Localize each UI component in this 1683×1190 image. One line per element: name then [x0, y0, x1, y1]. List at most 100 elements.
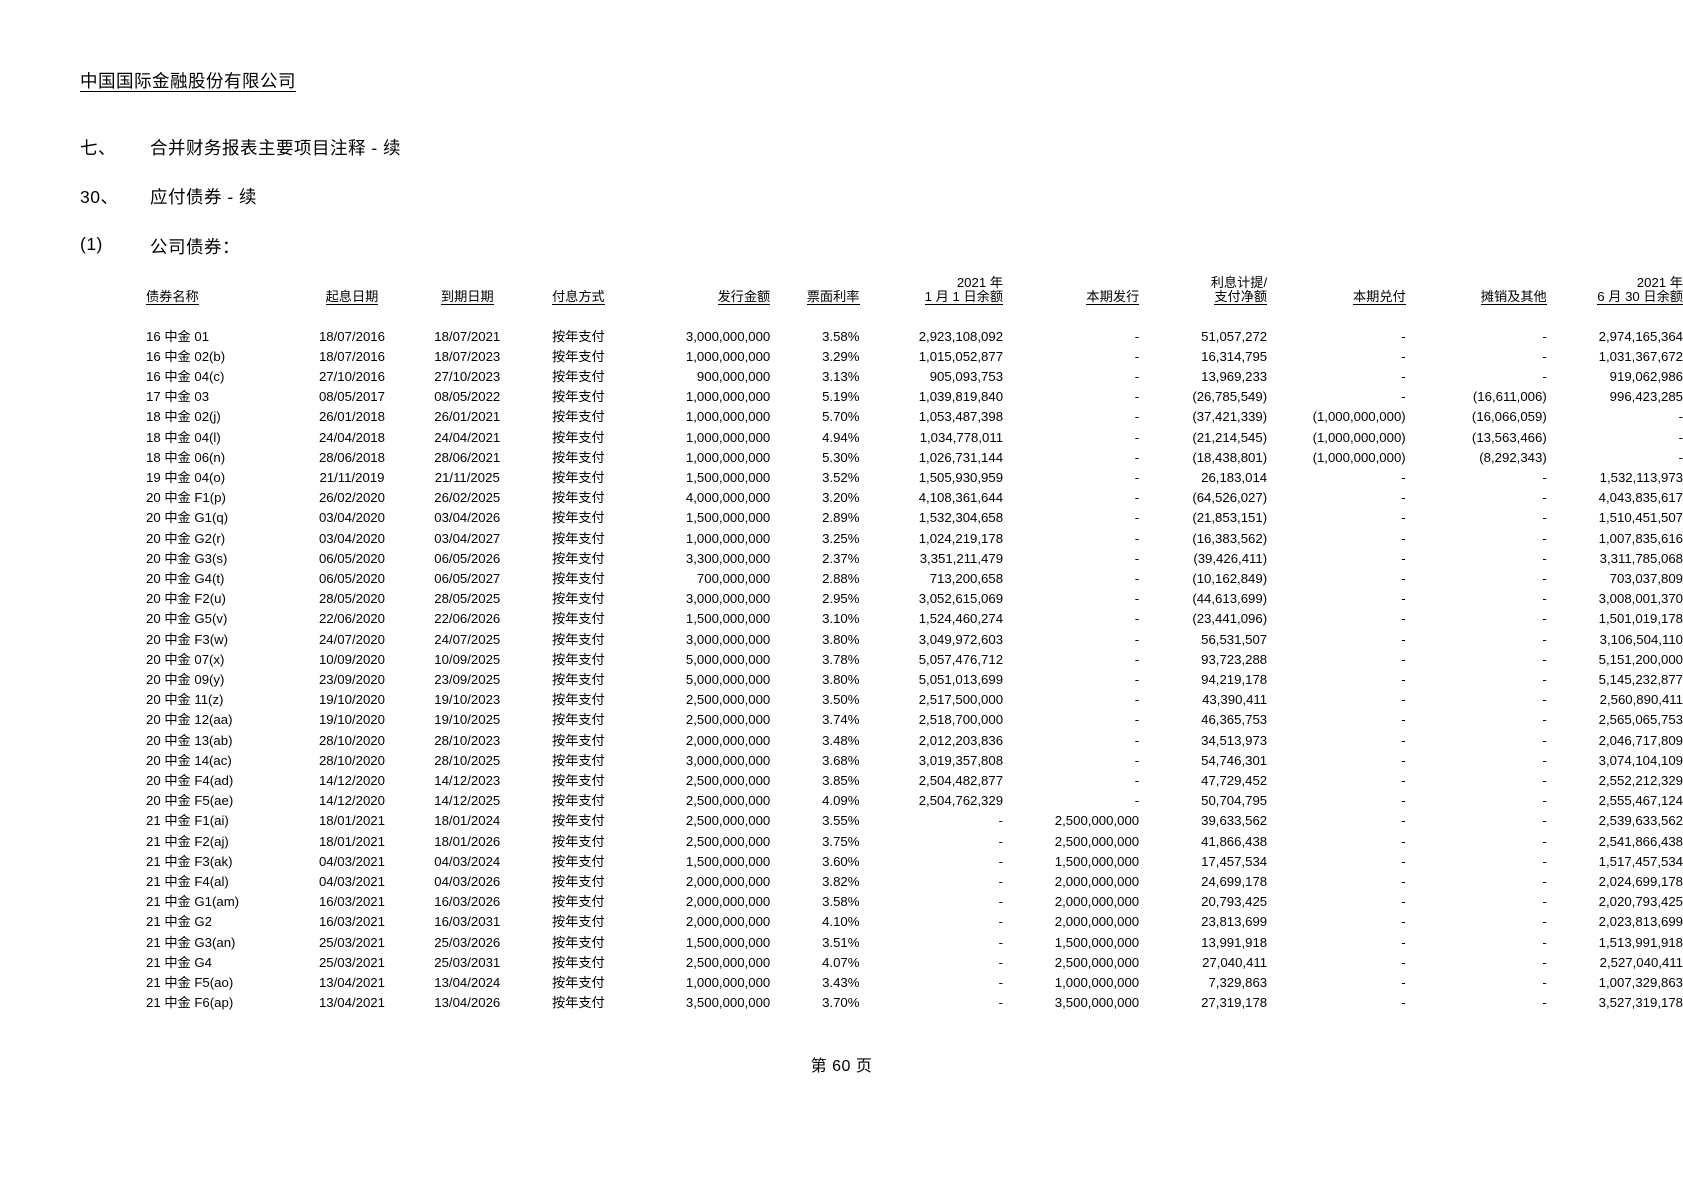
cell-maturity-date: 19/10/2025: [434, 712, 501, 728]
cell-maturity-date: 03/04/2026: [434, 510, 501, 526]
cell-opening-balance: 5,051,013,699: [918, 672, 1004, 688]
cell-start-date: 18/01/2021: [318, 833, 385, 849]
cell-coupon-rate: 3.25%: [822, 530, 860, 546]
cell-interest-payment: 按年支付: [552, 429, 605, 445]
cell-coupon-rate: 3.43%: [822, 975, 860, 991]
cell-interest-accrued: 13,969,233: [1201, 369, 1268, 384]
cell-amortization-other: -: [1542, 470, 1547, 486]
cell-issued-current-period: -: [1134, 672, 1140, 688]
cell-interest-payment: 按年支付: [552, 530, 605, 546]
cell-closing-balance: 2,046,717,809: [1598, 732, 1683, 748]
cell-start-date: 06/05/2020: [318, 550, 385, 566]
column-header-start-date: 起息日期: [325, 289, 379, 306]
cell-coupon-rate: 3.10%: [822, 611, 860, 627]
cell-redeemed-current-period: -: [1401, 490, 1406, 506]
cell-amortization-other: -: [1542, 954, 1547, 970]
cell-start-date: 03/04/2020: [318, 510, 385, 526]
cell-bond-name: 20 中金 09(y): [146, 672, 225, 688]
cell-start-date: 25/03/2021: [318, 934, 385, 950]
cell-maturity-date: 14/12/2023: [434, 773, 501, 789]
cell-amortization-other: -: [1542, 510, 1547, 526]
cell-interest-payment: 按年支付: [552, 631, 605, 647]
cell-issue-amount: 1,500,000,000: [685, 934, 771, 950]
cell-start-date: 27/10/2016: [318, 369, 385, 384]
cell-maturity-date: 26/02/2025: [434, 490, 501, 506]
cell-maturity-date: 14/12/2025: [434, 793, 501, 809]
cell-interest-payment: 按年支付: [552, 732, 605, 748]
cell-closing-balance: 1,031,367,672: [1598, 348, 1683, 364]
column-header-redeemed-current-period: 本期兑付: [1352, 289, 1406, 306]
cell-opening-balance: -: [998, 954, 1004, 970]
cell-interest-accrued: (44,613,699): [1192, 591, 1268, 607]
cell-issue-amount: 2,500,000,000: [685, 954, 771, 970]
corporate-bonds-table: 债券名称 起息日期 到期日期 付息方式 发行金额 票面利率 2021 年 1 月…: [146, 276, 1683, 1014]
cell-issued-current-period: -: [1134, 449, 1140, 465]
cell-closing-balance: -: [1678, 449, 1683, 465]
cell-maturity-date: 23/09/2025: [434, 672, 501, 688]
cell-bond-name: 21 中金 F2(aj): [146, 833, 229, 849]
cell-amortization-other: -: [1542, 328, 1547, 344]
cell-closing-balance: 1,501,019,178: [1598, 611, 1683, 627]
table-row: 20 中金 G4(t) 06/05/2020 06/05/2027 按年支付 700,0…: [146, 569, 1683, 589]
cell-issue-amount: 1,000,000,000: [685, 429, 771, 445]
table-row: 17 中金 03 08/05/2017 08/05/2022 按年支付 1,000,00…: [146, 387, 1683, 407]
cell-coupon-rate: 4.07%: [822, 954, 860, 970]
cell-start-date: 14/12/2020: [318, 773, 385, 789]
cell-amortization-other: -: [1542, 934, 1547, 950]
cell-opening-balance: 713,200,658: [929, 571, 1004, 587]
note-number: 30、: [80, 187, 119, 207]
table-row: 20 中金 09(y) 23/09/2020 23/09/2025 按年支付 5,000…: [146, 670, 1683, 690]
cell-interest-payment: 按年支付: [552, 853, 605, 869]
cell-interest-accrued: 7,329,863: [1208, 975, 1268, 991]
cell-opening-balance: -: [998, 813, 1004, 829]
table-row: 18 中金 06(n) 28/06/2018 28/06/2021 按年支付 1,000…: [146, 448, 1683, 468]
cell-maturity-date: 18/01/2024: [434, 813, 501, 829]
cell-bond-name: 20 中金 G4(t): [146, 571, 225, 587]
cell-interest-payment: 按年支付: [552, 369, 605, 384]
cell-bond-name: 20 中金 G5(v): [146, 611, 228, 627]
table-row: 20 中金 F5(ae) 14/12/2020 14/12/2025 按年支付 2,50…: [146, 791, 1683, 811]
cell-amortization-other: -: [1542, 813, 1547, 829]
cell-issue-amount: 2,500,000,000: [685, 813, 771, 829]
cell-maturity-date: 18/01/2026: [434, 833, 501, 849]
cell-bond-name: 20 中金 G2(r): [146, 530, 226, 546]
company-name: 中国国际金融股份有限公司: [80, 71, 296, 91]
table-row: 20 中金 F1(p) 26/02/2020 26/02/2025 按年支付 4,000…: [146, 488, 1683, 508]
cell-issued-current-period: -: [1134, 429, 1140, 445]
cell-amortization-other: -: [1542, 591, 1547, 607]
cell-closing-balance: 919,062,986: [1609, 369, 1683, 384]
cell-opening-balance: 2,012,203,836: [918, 732, 1004, 748]
cell-interest-payment: 按年支付: [552, 752, 605, 768]
cell-issued-current-period: -: [1134, 651, 1140, 667]
cell-bond-name: 20 中金 G3(s): [146, 550, 228, 566]
table-row: 18 中金 04(l) 24/04/2018 24/04/2021 按年支付 1,000…: [146, 428, 1683, 448]
cell-opening-balance: -: [998, 833, 1004, 849]
cell-issued-current-period: 1,500,000,000: [1054, 934, 1140, 950]
cell-start-date: 18/07/2016: [318, 328, 385, 344]
cell-issue-amount: 2,000,000,000: [685, 894, 771, 910]
cell-issued-current-period: 2,000,000,000: [1054, 874, 1140, 890]
cell-coupon-rate: 3.55%: [822, 813, 860, 829]
column-header-closing-balance: 2021 年 6 月 30 日余额: [1597, 275, 1683, 306]
cell-closing-balance: 2,527,040,411: [1599, 954, 1683, 970]
subsection-title: 公司债券：: [150, 237, 240, 257]
cell-start-date: 28/10/2020: [318, 752, 385, 768]
cell-bond-name: 18 中金 06(n): [146, 449, 226, 465]
cell-start-date: 16/03/2021: [318, 894, 385, 910]
cell-issue-amount: 3,000,000,000: [685, 631, 771, 647]
cell-maturity-date: 13/04/2024: [434, 975, 501, 991]
cell-start-date: 24/04/2018: [318, 429, 385, 445]
cell-bond-name: 21 中金 F3(ak): [146, 853, 233, 869]
cell-issued-current-period: -: [1134, 550, 1140, 566]
cell-start-date: 23/09/2020: [318, 672, 385, 688]
table-row: 19 中金 04(o) 21/11/2019 21/11/2025 按年支付 1,500…: [146, 468, 1683, 488]
cell-amortization-other: -: [1542, 894, 1547, 910]
cell-start-date: 18/07/2016: [318, 348, 385, 364]
cell-closing-balance: 5,151,200,000: [1598, 651, 1683, 667]
cell-bond-name: 21 中金 G2: [146, 914, 212, 930]
cell-interest-payment: 按年支付: [552, 975, 605, 991]
cell-redeemed-current-period: -: [1401, 954, 1406, 970]
cell-interest-payment: 按年支付: [552, 510, 605, 526]
cell-closing-balance: 2,552,212,329: [1598, 773, 1683, 789]
cell-issue-amount: 3,300,000,000: [685, 550, 771, 566]
